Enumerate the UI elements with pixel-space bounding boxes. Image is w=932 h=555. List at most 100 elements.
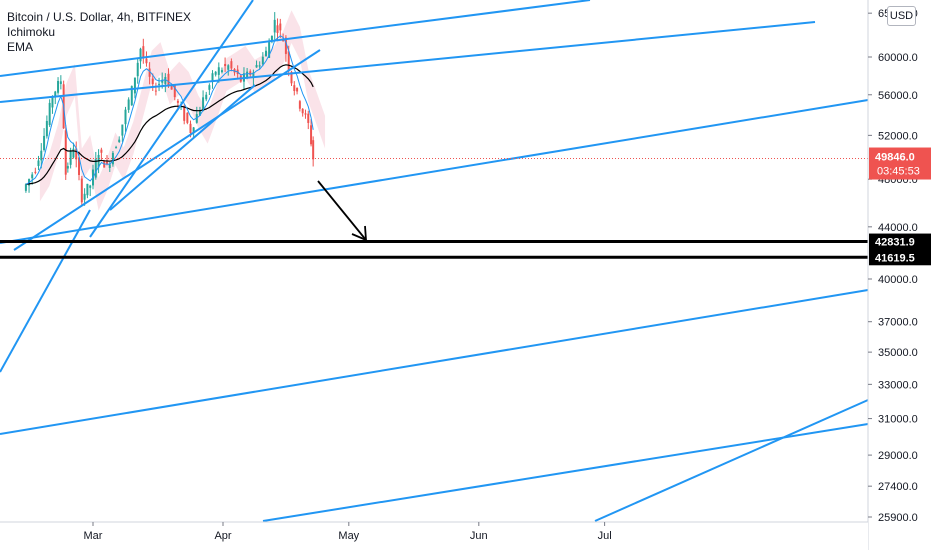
candle-body <box>51 96 54 108</box>
candle-body <box>108 164 111 168</box>
candle-body <box>183 107 186 121</box>
chart-legend: Bitcoin / U.S. Dollar, 4h, BITFINEX Ichi… <box>7 10 191 55</box>
candle-body <box>202 97 205 112</box>
candle-body <box>293 85 296 92</box>
candle-body <box>111 152 114 165</box>
ema-line <box>25 64 314 185</box>
candle-body <box>307 113 310 123</box>
candle-body <box>273 19 276 33</box>
ichimoku-conversion-line <box>25 35 314 185</box>
time-tick-label: Mar <box>84 530 103 542</box>
candle-body <box>40 150 43 161</box>
candle-body <box>304 113 307 115</box>
candle-body <box>180 106 183 108</box>
annotations <box>0 158 868 259</box>
projection-arrow <box>317 180 367 241</box>
trendline <box>262 423 869 522</box>
candle-body <box>75 148 78 160</box>
level-price-label: 42831.9 <box>875 237 915 249</box>
trendline <box>89 0 254 238</box>
candle-body <box>287 51 290 71</box>
candle-body <box>142 46 145 59</box>
candle-body <box>43 135 46 150</box>
ema-line-group <box>25 35 314 185</box>
candle-body <box>139 48 142 62</box>
candle-body <box>296 87 299 92</box>
candle-body <box>164 76 167 84</box>
candle-body <box>34 171 37 173</box>
candle-body <box>249 71 252 75</box>
candle-body <box>78 157 81 176</box>
candle-body <box>69 151 72 165</box>
projection-arrowhead <box>351 225 368 242</box>
indicator-ichimoku[interactable]: Ichimoku <box>7 25 56 39</box>
candle-body <box>246 71 249 79</box>
trendline <box>0 0 591 77</box>
price-axis: 65000.060000.056000.052000.048000.044000… <box>867 0 932 550</box>
bar-countdown-label: 03:45:53 <box>877 166 920 178</box>
current-price-label: 49846.0 <box>875 152 915 164</box>
candle-body <box>224 63 227 67</box>
candle-body <box>192 127 195 132</box>
candle-body <box>94 159 97 178</box>
candle-body <box>220 70 223 73</box>
time-axis-bg <box>0 522 868 550</box>
candle-body <box>284 37 287 54</box>
price-tick-label: 29000.0 <box>878 450 918 462</box>
candle-body <box>214 71 217 75</box>
candle-body <box>268 42 271 58</box>
candle-body <box>57 80 60 93</box>
level-price-badge <box>869 233 931 250</box>
candle-body <box>261 56 264 65</box>
candle-body <box>211 73 214 81</box>
chart-title: Bitcoin / U.S. Dollar, 4h, BITFINEX <box>7 10 192 24</box>
candle-body <box>45 120 48 137</box>
trendline <box>0 289 869 435</box>
price-tick-label: 40000.0 <box>878 274 918 286</box>
price-tick-label: 37000.0 <box>878 317 918 329</box>
currency-button[interactable]: USD <box>887 6 916 26</box>
price-tick-label: 35000.0 <box>878 347 918 359</box>
candle-body <box>173 84 176 98</box>
candle-body <box>189 123 192 133</box>
time-axis: Mar Apr May Jun Jul <box>0 521 868 550</box>
indicator-ema[interactable]: EMA <box>7 40 34 54</box>
price-tick-label: 52000.0 <box>878 130 918 142</box>
candle-body <box>298 101 301 109</box>
candle-body <box>133 77 136 94</box>
candle-body <box>66 166 69 169</box>
time-tick-label: Jun <box>470 530 488 542</box>
candle-body <box>170 86 173 90</box>
candle-body <box>72 148 75 158</box>
candle-body <box>121 124 124 136</box>
price-tick-label: 25900.0 <box>878 512 918 524</box>
candle-body <box>145 58 148 64</box>
candle-body <box>115 147 118 149</box>
candle-body <box>310 125 313 145</box>
candle-body <box>264 50 267 57</box>
candle-body <box>186 112 189 123</box>
candle-body <box>130 86 133 106</box>
candle-body <box>205 94 208 100</box>
candle-body <box>252 72 255 79</box>
candle-body <box>312 140 315 160</box>
candle-body <box>100 149 103 153</box>
candle-body <box>217 67 220 75</box>
candle-body <box>48 102 51 126</box>
candle-body <box>258 65 261 67</box>
price-tick-label: 27400.0 <box>878 481 918 493</box>
candle-body <box>86 183 89 196</box>
candle-body <box>158 83 161 85</box>
candle-body <box>37 160 40 167</box>
price-tick-label: 44000.0 <box>878 222 918 234</box>
candle-body <box>105 161 108 165</box>
candle-body <box>59 81 62 84</box>
candle-body <box>176 100 179 103</box>
trendline <box>0 21 816 103</box>
price-tick-label: 31000.0 <box>878 414 918 426</box>
candle-body <box>227 65 230 70</box>
candle-body <box>290 71 293 84</box>
candle-body <box>161 79 164 83</box>
